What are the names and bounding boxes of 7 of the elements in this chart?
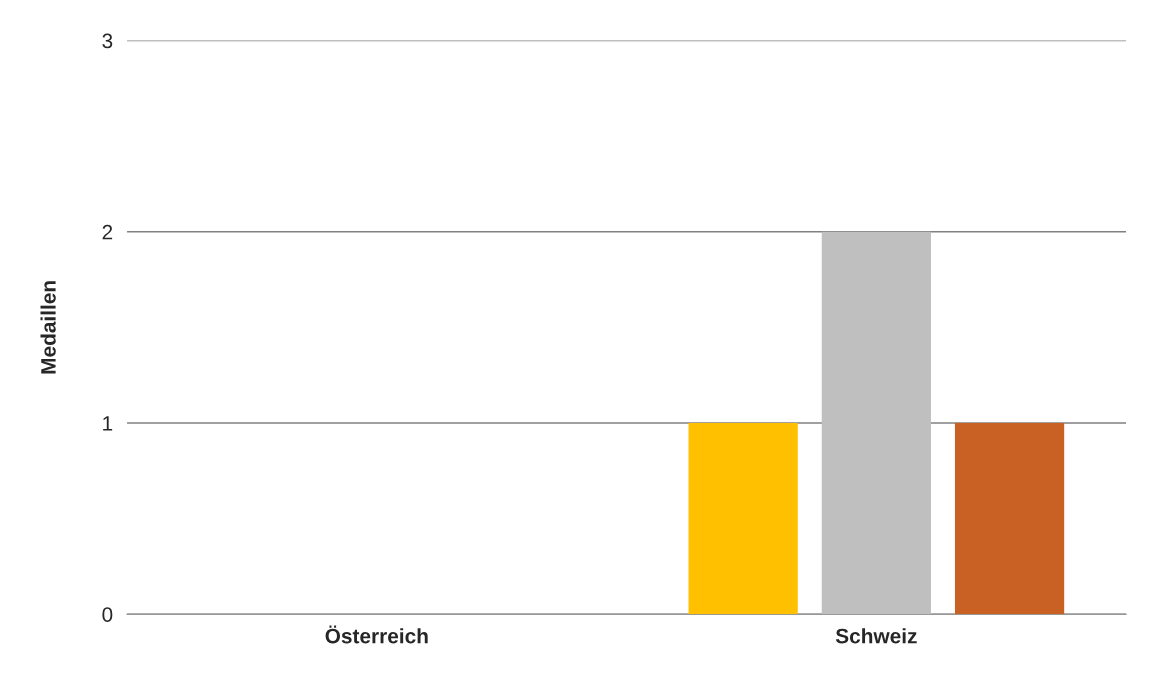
y-tick-label: 1 (103, 416, 113, 431)
y-axis-title: Medaillen (40, 281, 56, 374)
y-tick-label: 0 (102, 607, 113, 622)
y-tick-label: 2 (102, 224, 113, 240)
x-tick-label: Schweiz (835, 628, 917, 644)
x-tick-label: Österreich (325, 625, 428, 644)
y-tick-label: 3 (102, 33, 113, 49)
